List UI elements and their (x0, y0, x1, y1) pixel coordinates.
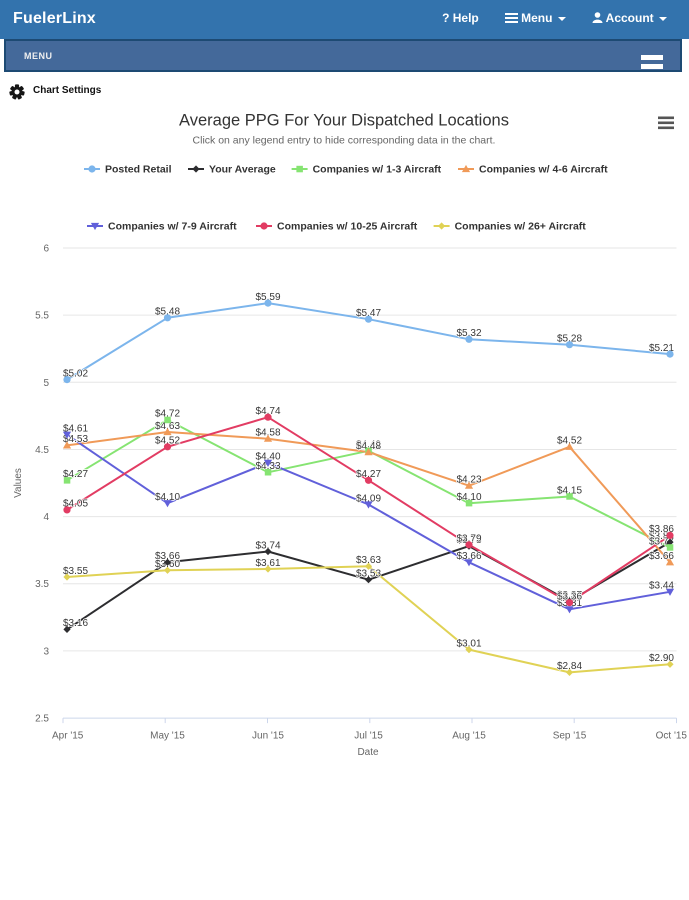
svg-text:2.5: 2.5 (35, 714, 49, 725)
svg-text:$3.55: $3.55 (63, 566, 88, 577)
svg-text:$3.78: $3.78 (456, 535, 481, 546)
svg-text:$4.72: $4.72 (155, 409, 180, 420)
svg-text:Companies w/ 1-3 Aircraft: Companies w/ 1-3 Aircraft (313, 164, 442, 176)
svg-text:5.5: 5.5 (35, 311, 49, 322)
svg-text:Values: Values (13, 468, 24, 498)
svg-text:$2.90: $2.90 (649, 653, 674, 664)
svg-text:$4.23: $4.23 (456, 475, 481, 486)
svg-text:Companies w/ 26+ Aircraft: Companies w/ 26+ Aircraft (455, 221, 587, 233)
svg-text:$4.52: $4.52 (557, 436, 582, 447)
svg-text:$4.49: $4.49 (356, 440, 381, 451)
svg-text:$3.66: $3.66 (456, 551, 481, 562)
svg-text:$5.59: $5.59 (255, 292, 280, 303)
svg-text:$4.53: $4.53 (63, 434, 88, 445)
svg-text:$5.48: $5.48 (155, 307, 180, 318)
svg-text:$3.74: $3.74 (255, 540, 280, 551)
svg-text:Posted Retail: Posted Retail (105, 164, 172, 176)
svg-text:$4.63: $4.63 (155, 421, 180, 432)
svg-text:$3.61: $3.61 (255, 558, 280, 569)
svg-text:$3.66: $3.66 (649, 551, 674, 562)
svg-text:Click on any legend entry to h: Click on any legend entry to hide corres… (193, 135, 496, 147)
svg-text:$4.52: $4.52 (155, 436, 180, 447)
svg-text:3.5: 3.5 (35, 579, 49, 590)
svg-text:Oct '15: Oct '15 (656, 731, 688, 742)
svg-text:4: 4 (43, 512, 49, 523)
svg-text:Aug '15: Aug '15 (452, 731, 486, 742)
svg-text:$5.28: $5.28 (557, 334, 582, 345)
svg-text:Apr '15: Apr '15 (52, 731, 84, 742)
svg-text:$4.27: $4.27 (356, 469, 381, 480)
svg-text:Date: Date (357, 747, 379, 758)
svg-text:Jul '15: Jul '15 (354, 731, 383, 742)
svg-text:$3.66: $3.66 (155, 551, 180, 562)
svg-text:$4.74: $4.74 (255, 406, 280, 417)
svg-text:Companies w/ 4-6 Aircraft: Companies w/ 4-6 Aircraft (479, 164, 608, 176)
svg-text:$5.47: $5.47 (356, 308, 381, 319)
svg-text:$3.53: $3.53 (356, 569, 381, 580)
svg-text:Your Average: Your Average (209, 164, 276, 176)
svg-text:$4.10: $4.10 (456, 492, 481, 503)
svg-text:$4.15: $4.15 (557, 485, 582, 496)
svg-text:5: 5 (43, 378, 49, 389)
svg-text:$4.10: $4.10 (155, 492, 180, 503)
svg-text:$4.09: $4.09 (356, 493, 381, 504)
svg-text:$5.32: $5.32 (456, 328, 481, 339)
svg-text:4.5: 4.5 (35, 445, 49, 456)
svg-text:$4.58: $4.58 (255, 428, 280, 439)
svg-text:May '15: May '15 (150, 731, 185, 742)
svg-text:$4.40: $4.40 (255, 452, 280, 463)
svg-text:$3.63: $3.63 (356, 555, 381, 566)
svg-text:6: 6 (43, 244, 49, 255)
svg-text:3: 3 (43, 646, 49, 657)
svg-text:Average PPG For Your Dispatche: Average PPG For Your Dispatched Location… (179, 112, 509, 130)
svg-text:$2.84: $2.84 (557, 661, 582, 672)
svg-text:$3.36: $3.36 (557, 591, 582, 602)
svg-text:$3.79: $3.79 (456, 534, 481, 545)
svg-text:$4.48: $4.48 (356, 441, 381, 452)
svg-text:$3.37: $3.37 (557, 590, 582, 601)
svg-text:Companies w/ 7-9 Aircraft: Companies w/ 7-9 Aircraft (108, 221, 237, 233)
svg-text:Jun '15: Jun '15 (252, 731, 284, 742)
svg-text:$3.01: $3.01 (456, 638, 481, 649)
svg-text:$3.16: $3.16 (63, 618, 88, 629)
svg-text:Sep '15: Sep '15 (553, 731, 587, 742)
svg-text:Companies w/ 10-25 Aircraft: Companies w/ 10-25 Aircraft (277, 221, 418, 233)
